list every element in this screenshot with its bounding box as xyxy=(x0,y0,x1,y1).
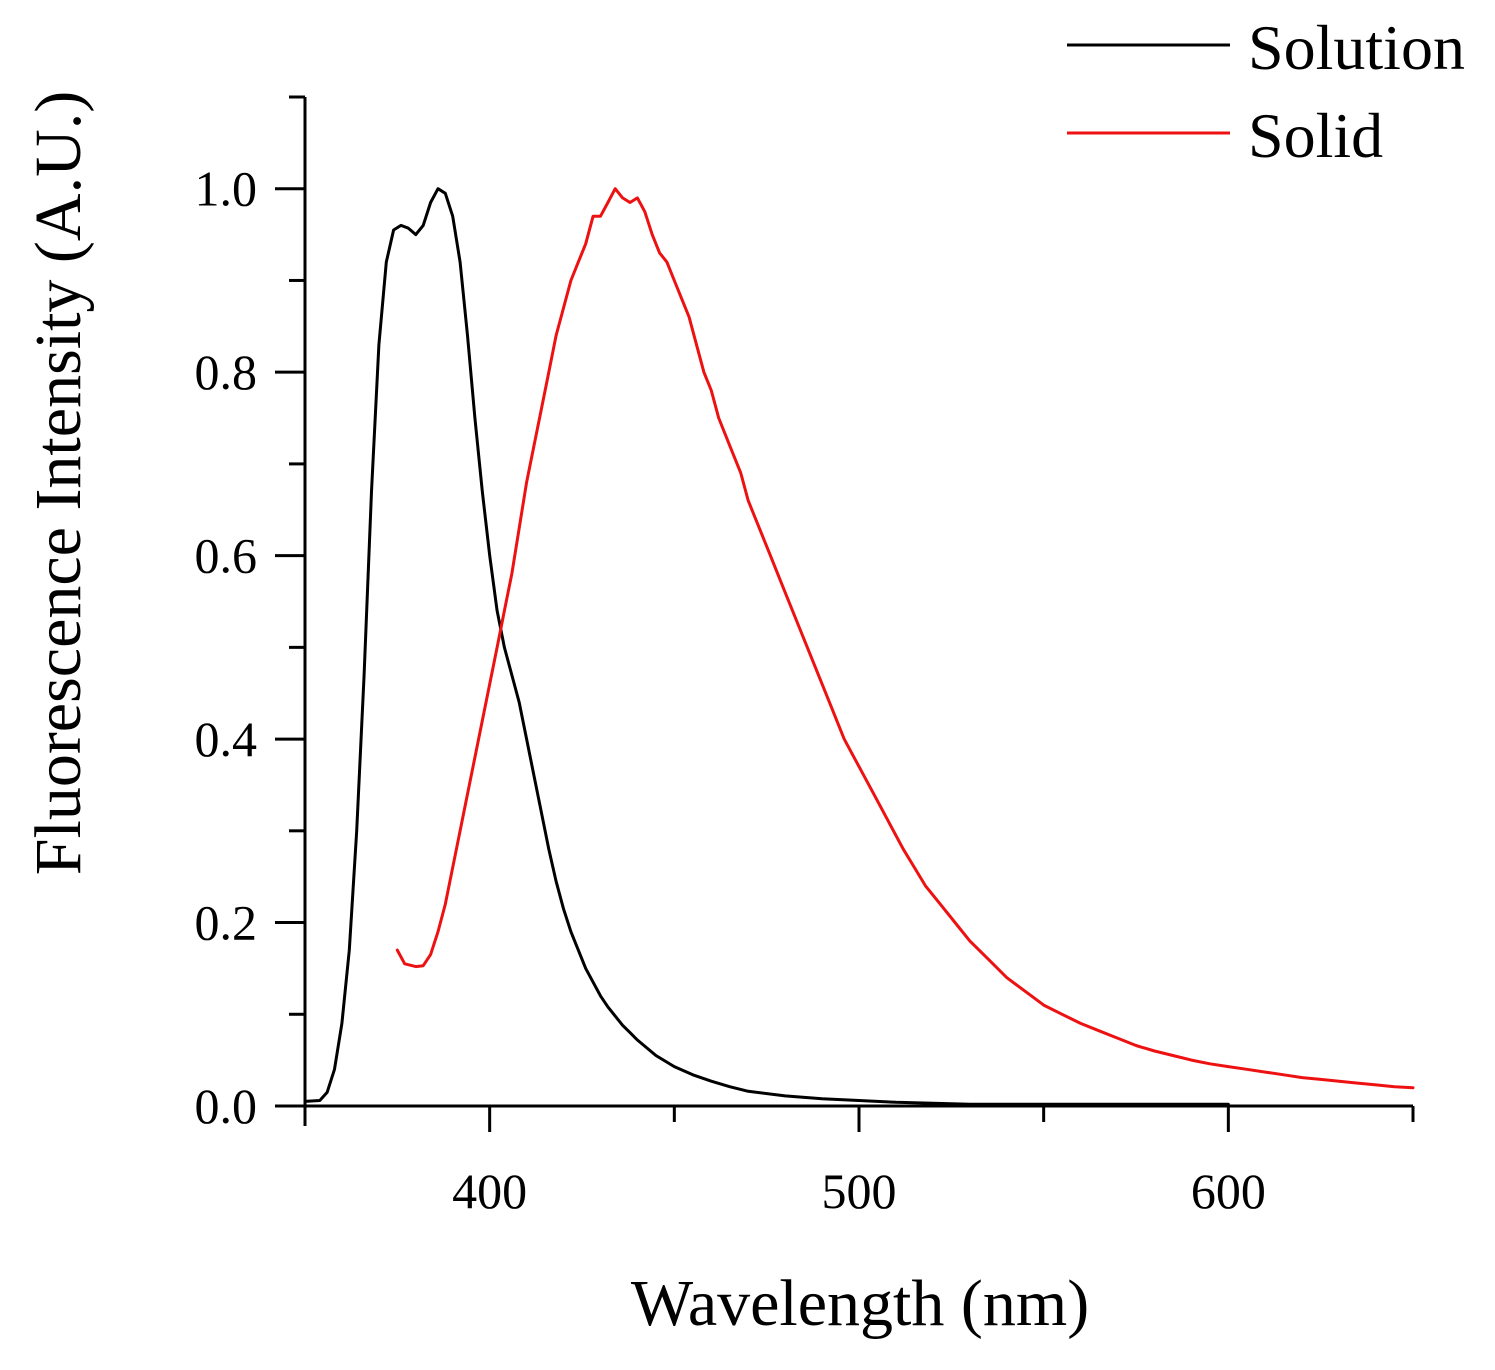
x-tick-label: 400 xyxy=(452,1163,527,1219)
x-tick-label: 600 xyxy=(1191,1163,1266,1219)
series-layer xyxy=(303,187,1415,1106)
x-axis-title: Wavelength (nm) xyxy=(631,1267,1089,1340)
axes-layer: 0.0 0.2 0.4 0.6 0.8 1.0 400 500 600 xyxy=(195,95,1415,1219)
y-tick-label: 0.4 xyxy=(195,711,258,767)
y-tick-label: 0.8 xyxy=(195,344,258,400)
legend-label-solid: Solid xyxy=(1248,100,1383,171)
legend: Solution Solid xyxy=(1067,12,1465,171)
y-tick-label: 0.0 xyxy=(195,1078,258,1134)
legend-label-solution: Solution xyxy=(1248,12,1465,83)
y-tick-label: 0.6 xyxy=(195,528,258,584)
y-axis-title: Fluorescence Intensity (A.U.) xyxy=(22,91,95,875)
series-line-solid xyxy=(395,187,1415,1090)
y-tick-label: 0.2 xyxy=(195,895,258,951)
series-line-solution xyxy=(303,187,1230,1106)
x-tick-label: 500 xyxy=(822,1163,897,1219)
y-tick-label: 1.0 xyxy=(195,161,258,217)
